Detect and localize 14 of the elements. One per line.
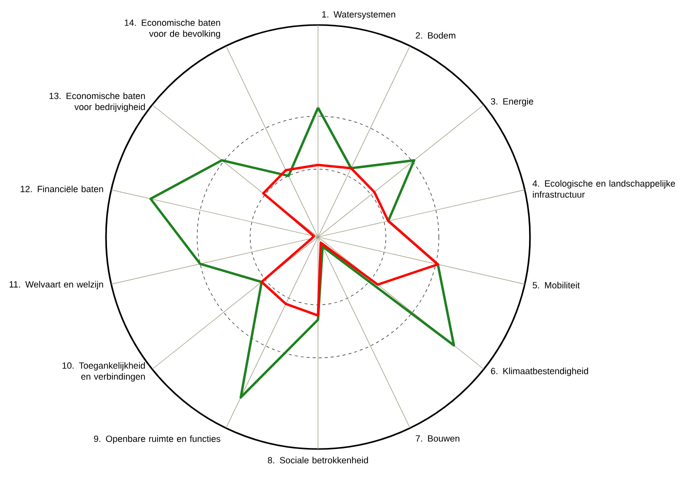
spoke-label: 9. Openbare ruimte en functies [94, 435, 220, 444]
spoke-label: 10. Toegankelijkheid en verbindingen [62, 362, 145, 382]
spoke-label: 7. Bouwen [416, 435, 460, 442]
spoke-label: 4. Ecologische en landschappelijke infrastructuur [532, 180, 676, 198]
spoke-label: 11. Welvaart en welzijn [10, 280, 104, 290]
spoke-label: 3. Energie [490, 98, 534, 106]
spoke-label: 13. Economische baten voor bedrijvigheid [50, 92, 145, 112]
spoke-label: 2. Bodem [416, 32, 456, 39]
spoke-label: 1. Watersystemen [322, 11, 396, 20]
spoke-label: 14. Economische baten voor de bevolking [124, 19, 220, 39]
spoke-label: 6. Klimaatbestendigheid [491, 368, 588, 376]
spoke-label: 8. Sociale betrokkenheid [268, 456, 368, 464]
spoke-label: 12. Financiële baten [20, 186, 104, 192]
spoke-label: 5. Mobiliteit [532, 282, 580, 288]
